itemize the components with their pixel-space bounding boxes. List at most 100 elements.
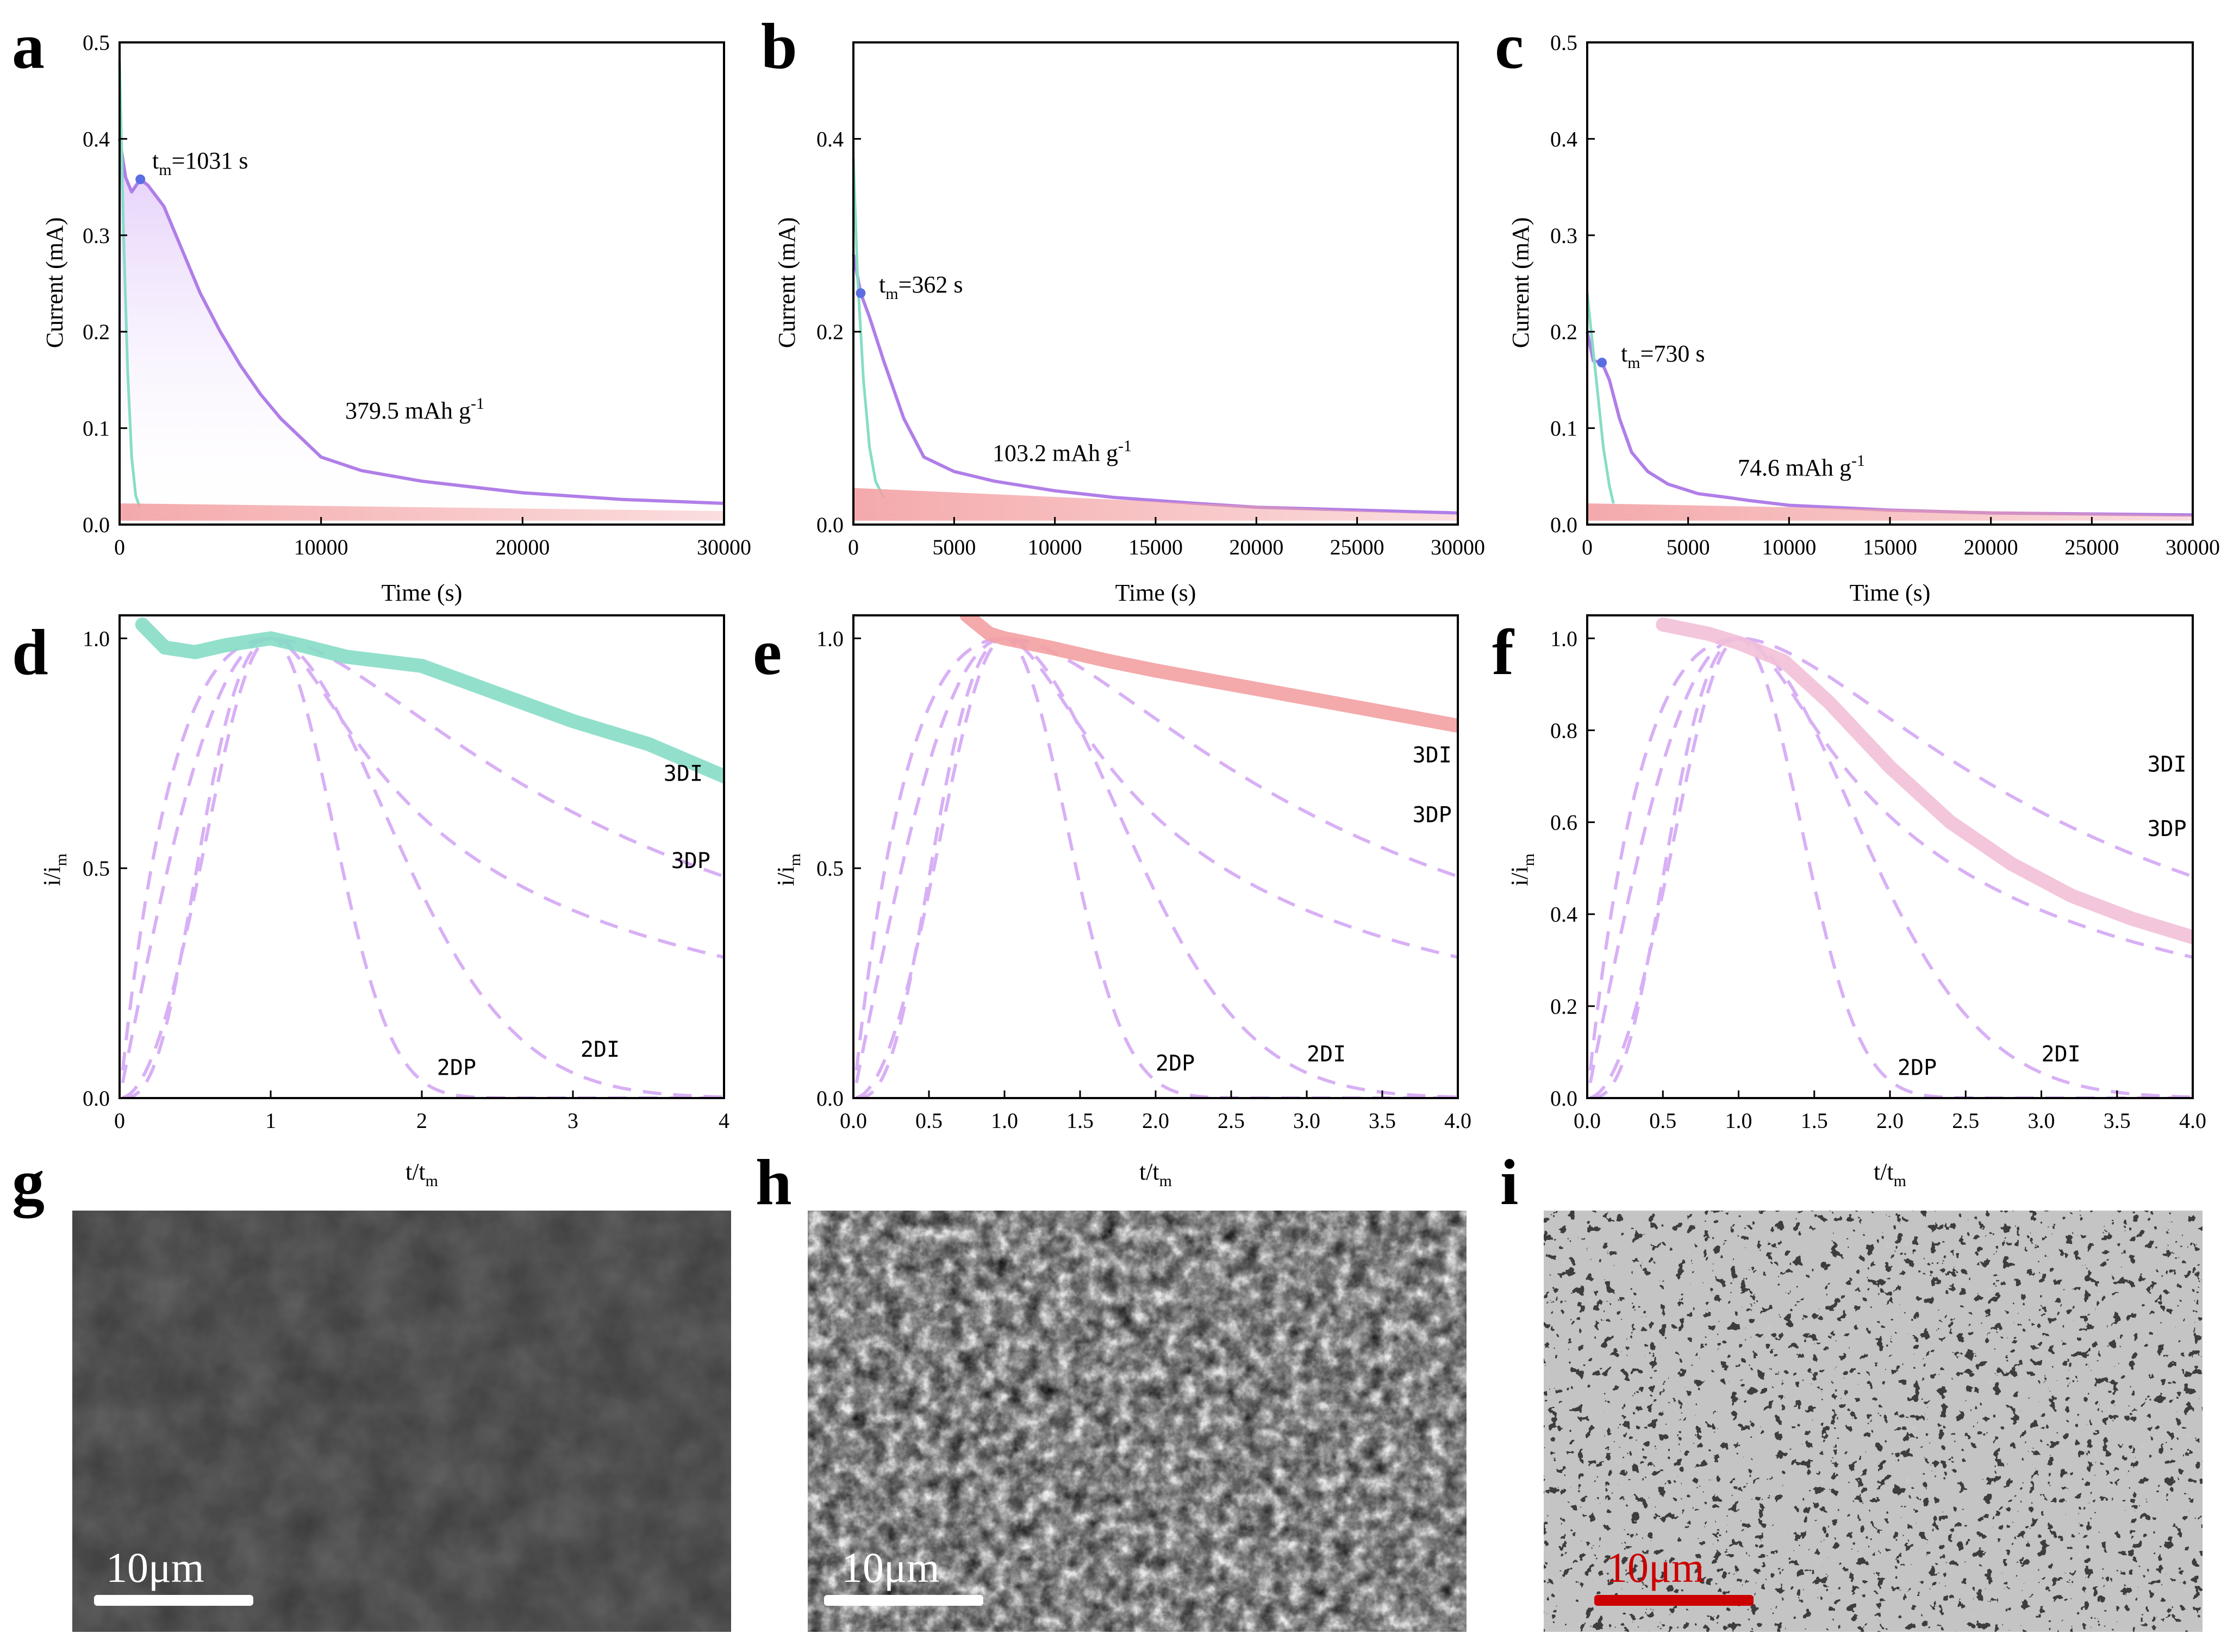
y-tick-label-c: 0.3 bbox=[1550, 223, 1577, 248]
x-tick-label-f: 2.5 bbox=[1952, 1108, 1979, 1133]
series-salmon-band-a bbox=[120, 503, 724, 521]
y-axis-label-d: i/im bbox=[39, 853, 70, 886]
x-tick-label-b: 20000 bbox=[1229, 535, 1283, 559]
tm-marker-c bbox=[1597, 357, 1607, 367]
y-tick-label-a: 0.4 bbox=[83, 127, 110, 151]
x-tick-label-a: 30000 bbox=[697, 535, 751, 559]
y-tick-label-f: 0.0 bbox=[1550, 1086, 1577, 1111]
x-axis-label-f: t/tm bbox=[1874, 1158, 1906, 1190]
model-label-d: 2DI bbox=[581, 1037, 620, 1062]
sem-texture-h bbox=[808, 1211, 1467, 1632]
axes-frame-c bbox=[1586, 41, 2194, 526]
model-curve-p3-f bbox=[1590, 637, 2193, 1098]
y-tick-label-a: 0.2 bbox=[83, 320, 110, 344]
model-curve-p2-f bbox=[1589, 637, 2193, 1098]
x-tick-label-d: 0 bbox=[114, 1108, 125, 1133]
x-axis-label-a: Time (s) bbox=[382, 579, 463, 606]
x-tick-label-e: 0.5 bbox=[915, 1108, 943, 1133]
model-label-d: 2DP bbox=[437, 1056, 476, 1081]
y-tick-label-f: 0.2 bbox=[1550, 994, 1577, 1019]
y-tick-label-c: 0.2 bbox=[1550, 320, 1577, 344]
sem-panel-h: h 10μm bbox=[756, 1146, 1467, 1632]
scale-bar-i bbox=[1594, 1595, 1754, 1606]
series-area-a bbox=[120, 139, 724, 525]
model-label-e: 3DI bbox=[1413, 743, 1452, 768]
y-tick-label-c: 0.1 bbox=[1550, 416, 1577, 441]
panel-label-g: g bbox=[12, 1146, 45, 1219]
x-tick-label-b: 0 bbox=[848, 535, 859, 559]
sem-texture-i bbox=[1544, 1211, 2203, 1632]
x-tick-label-b: 5000 bbox=[932, 535, 976, 559]
scale-bar-g bbox=[94, 1595, 253, 1606]
scale-bar-label-h: 10μm bbox=[841, 1544, 940, 1591]
x-axis-label-e: t/tm bbox=[1139, 1158, 1172, 1190]
y-tick-label-a: 0.0 bbox=[83, 513, 110, 537]
x-tick-label-d: 1 bbox=[265, 1108, 276, 1133]
y-tick-label-f: 0.4 bbox=[1550, 902, 1577, 927]
panel-label-a: a bbox=[12, 10, 45, 82]
model-curve-p2-d bbox=[122, 637, 724, 1098]
chart-panel-f: f 3DI 3DP 2DP 2DI 0.0 0.5 1.0 1.5 2.0 2.5 3.0 3.5 4.… bbox=[1492, 614, 2206, 1190]
y-tick-label-a: 0.5 bbox=[83, 30, 110, 55]
x-tick-label-a: 0 bbox=[114, 535, 125, 559]
x-axis-label-b: Time (s) bbox=[1115, 579, 1196, 606]
sem-panel-i: i 10μm bbox=[1500, 1146, 2203, 1632]
model-label-e: 3DP bbox=[1413, 803, 1452, 828]
x-tick-label-f: 1.0 bbox=[1725, 1108, 1752, 1133]
tm-annotation-a: tm=1031 s bbox=[152, 147, 248, 179]
plot-area-c: 0 5000 10000 15000 20000 25000 30000 0.0 0.1 0.2 0… bbox=[1550, 30, 2220, 559]
y-tick-label-d: 0.5 bbox=[83, 856, 110, 881]
x-tick-label-e: 2.5 bbox=[1218, 1108, 1245, 1133]
y-tick-label-e: 0.0 bbox=[816, 1086, 844, 1111]
x-tick-label-b: 25000 bbox=[1330, 535, 1384, 559]
y-tick-label-f: 1.0 bbox=[1550, 626, 1577, 651]
model-label-f: 2DP bbox=[1898, 1056, 1937, 1081]
tm-annotation-c: tm=730 s bbox=[1621, 340, 1705, 372]
series-teal-b bbox=[852, 158, 885, 498]
panel-label-f: f bbox=[1492, 616, 1515, 688]
x-tick-label-e: 4.0 bbox=[1444, 1108, 1471, 1133]
series-measured-e bbox=[959, 615, 1458, 733]
y-axis-label-f: i/im bbox=[1506, 853, 1538, 886]
y-tick-label-a: 0.1 bbox=[83, 416, 110, 441]
series-measured-f bbox=[1656, 617, 2193, 944]
model-label-f: 3DI bbox=[2147, 752, 2186, 777]
y-tick-label-f: 0.6 bbox=[1550, 811, 1577, 835]
chart-panel-d: d 3DI 3DP 2DP 2DI 0 1 2 3 4 0.0 0.5 1.0 t/tm i/im bbox=[12, 614, 729, 1190]
x-tick-label-c: 30000 bbox=[2166, 535, 2220, 559]
capacity-annotation-c: 74.6 mAh g-1 bbox=[1738, 452, 1865, 481]
x-tick-label-f: 0.5 bbox=[1649, 1108, 1676, 1133]
panel-label-h: h bbox=[756, 1146, 792, 1218]
y-tick-label-d: 0.0 bbox=[83, 1086, 110, 1111]
y-tick-label-c: 0.4 bbox=[1550, 127, 1577, 151]
plot-area-a: 0 10000 20000 30000 0.0 0.1 0.2 0.3 0.4 0.5 bbox=[83, 30, 751, 559]
model-curve-p3-d bbox=[122, 637, 724, 1098]
x-tick-label-e: 0.0 bbox=[840, 1108, 867, 1133]
y-tick-label-c: 0.0 bbox=[1550, 513, 1577, 537]
chart-panel-b: b 0 5000 10000 15000 20000 25000 30000 0.0 0.2 0.… bbox=[761, 10, 1485, 606]
y-tick-label-b: 0.0 bbox=[816, 513, 844, 537]
y-tick-label-b: 0.2 bbox=[816, 320, 844, 344]
chart-panel-a: a 0 10000 20000 30000 0.0 0.1 0.2 0.3 0.4 0.5 tm=… bbox=[12, 10, 751, 606]
plot-inner-f bbox=[1588, 617, 2193, 1098]
tm-annotation-b: tm=362 s bbox=[879, 271, 963, 303]
series-salmon-band-c bbox=[1587, 503, 2193, 521]
x-tick-label-e: 3.0 bbox=[1293, 1108, 1320, 1133]
sem-texture-g bbox=[72, 1211, 731, 1632]
x-tick-label-f: 0.0 bbox=[1574, 1108, 1601, 1133]
panel-label-d: d bbox=[12, 616, 48, 688]
panel-label-e: e bbox=[753, 616, 782, 688]
x-tick-label-c: 0 bbox=[1582, 535, 1593, 559]
x-tick-label-d: 2 bbox=[416, 1108, 427, 1133]
model-curve-i3-e bbox=[854, 637, 1458, 1071]
capacity-annotation-a: 379.5 mAh g-1 bbox=[345, 395, 484, 424]
plot-area-e: 3DI 3DP 2DP 2DI 0.0 0.5 1.0 1.5 2.0 2.5 3.0 3.5 4.0 0… bbox=[816, 614, 1471, 1133]
series-teal-c bbox=[1586, 292, 1615, 504]
x-tick-label-c: 15000 bbox=[1863, 535, 1917, 559]
y-axis-label-b: Current (mA) bbox=[773, 217, 800, 348]
model-label-e: 2DP bbox=[1156, 1051, 1195, 1076]
y-tick-label-f: 0.8 bbox=[1550, 718, 1577, 743]
scale-bar-label-g: 10μm bbox=[106, 1544, 204, 1591]
axes-frame-e bbox=[852, 614, 1459, 1099]
x-tick-label-a: 20000 bbox=[495, 535, 550, 559]
